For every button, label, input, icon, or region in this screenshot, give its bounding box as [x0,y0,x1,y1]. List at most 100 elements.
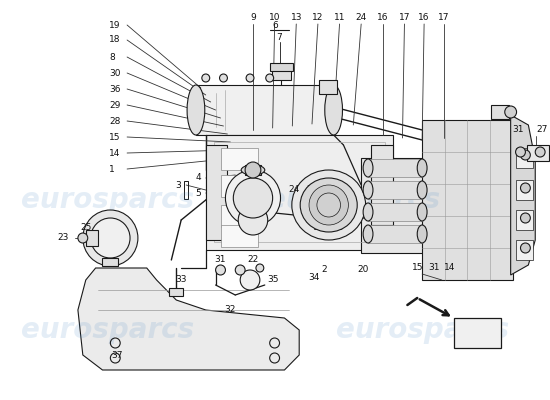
Bar [86,230,97,246]
Bar [221,148,258,170]
Circle shape [520,243,530,253]
Bar [515,240,534,260]
Ellipse shape [300,178,358,232]
Text: 8: 8 [109,52,115,62]
Text: 18: 18 [109,36,121,44]
Bar [245,165,261,175]
Ellipse shape [417,203,427,221]
Text: 1: 1 [109,164,115,174]
Text: 34: 34 [308,274,320,282]
Text: 16: 16 [377,14,388,22]
Circle shape [309,185,348,225]
Bar [169,288,183,296]
Bar [102,258,118,266]
Text: 5: 5 [195,188,201,198]
Text: 31: 31 [513,126,524,134]
Text: 22: 22 [248,256,258,264]
Text: eurosparcs: eurosparcs [21,316,194,344]
Ellipse shape [363,159,373,177]
Text: 24: 24 [289,186,300,194]
Circle shape [520,183,530,193]
Bar [515,180,534,200]
Text: 24: 24 [355,14,367,22]
Circle shape [91,218,130,258]
Bar [454,318,501,348]
Text: 36: 36 [109,84,121,94]
Circle shape [226,170,280,226]
Circle shape [233,178,273,218]
Text: 15: 15 [411,264,423,272]
Circle shape [83,210,138,266]
Circle shape [256,264,264,272]
Circle shape [246,74,254,82]
Text: 37: 37 [112,350,123,360]
Text: 13: 13 [290,14,302,22]
Circle shape [520,150,530,160]
Circle shape [202,74,210,82]
Bar [361,158,432,253]
Bar [213,142,385,242]
Circle shape [266,74,274,82]
Bar [515,148,534,168]
Bar [184,181,188,199]
Circle shape [219,74,227,82]
Text: 28: 28 [109,116,121,126]
Text: 9: 9 [250,14,256,22]
Text: 14: 14 [109,148,121,158]
Bar [368,225,422,243]
Circle shape [235,265,245,275]
Circle shape [78,233,88,243]
Text: 12: 12 [312,14,323,22]
Circle shape [515,147,525,157]
Text: 19: 19 [109,20,121,30]
Text: 15: 15 [109,132,121,142]
Text: 21: 21 [306,186,318,194]
Ellipse shape [417,159,427,177]
Text: eurosparcs: eurosparcs [267,186,440,214]
Bar [196,85,334,135]
Text: 16: 16 [419,14,430,22]
Bar [221,205,258,227]
Bar [272,68,292,80]
Ellipse shape [363,225,373,243]
Text: 25: 25 [80,224,91,232]
Bar [368,203,422,221]
Bar [368,159,422,177]
Text: eurosparcs: eurosparcs [21,186,194,214]
Ellipse shape [241,165,265,175]
Text: 35: 35 [267,276,278,284]
Text: 10: 10 [269,14,280,22]
Polygon shape [78,268,299,370]
Bar [221,225,258,247]
Circle shape [238,205,268,235]
Bar [491,105,509,119]
Bar [221,175,258,197]
Bar [368,181,422,199]
Text: 7: 7 [277,34,282,42]
Text: 14: 14 [313,224,324,232]
Circle shape [505,106,516,118]
Text: 27: 27 [536,126,548,134]
Circle shape [520,213,530,223]
Text: 31: 31 [214,256,226,264]
Bar [319,80,337,94]
Polygon shape [510,115,535,275]
Circle shape [216,265,225,275]
Circle shape [245,162,261,178]
Circle shape [535,147,545,157]
Circle shape [317,193,340,217]
Text: 29: 29 [109,100,121,110]
Text: 26: 26 [97,224,108,232]
Bar [422,120,513,280]
Bar [371,145,393,225]
Text: 15: 15 [333,224,344,232]
Text: 31: 31 [428,264,439,272]
Bar [515,210,534,230]
Text: 17: 17 [399,14,410,22]
Ellipse shape [187,85,205,135]
Text: 17: 17 [438,14,449,22]
Text: 2: 2 [321,266,327,274]
Ellipse shape [324,85,343,135]
Bar [206,135,393,250]
Ellipse shape [417,181,427,199]
